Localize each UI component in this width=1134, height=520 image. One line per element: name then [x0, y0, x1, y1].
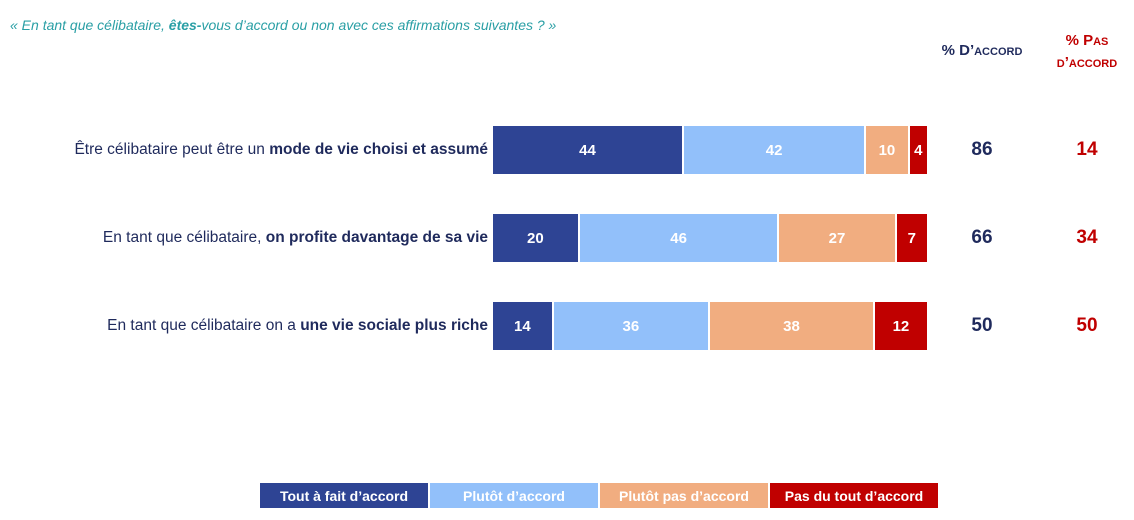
legend-item: Plutôt d’accord: [430, 483, 598, 508]
total-disagree: 50: [1076, 315, 1098, 336]
data-label: 36: [622, 317, 640, 335]
row-label-plain: En tant que célibataire on a: [107, 317, 301, 334]
data-label: 10: [878, 141, 896, 159]
legend-item: Plutôt pas d’accord: [600, 483, 768, 508]
disagree-header-line-2: d’accord: [1056, 54, 1118, 71]
row-label-plain: Être célibataire peut être un: [74, 141, 270, 158]
legend: Tout à fait d’accord Plutôt d’accord Plutô…: [260, 483, 940, 508]
data-label: 38: [783, 317, 800, 335]
bar-segment: 10: [866, 126, 910, 174]
question-part-2: êtes-: [168, 17, 202, 33]
total-disagree: 34: [1076, 227, 1098, 248]
bar-segment: 4: [909, 126, 927, 174]
bar-segment: 20: [493, 214, 580, 262]
data-label: 27: [828, 229, 846, 247]
legend-label: Tout à fait d’accord: [279, 487, 409, 504]
disagree-header-line-1: % Pas: [1065, 32, 1109, 49]
legend-label: Pas du tout d’accord: [784, 487, 924, 504]
data-label: 20: [527, 229, 544, 247]
stacked-bar: 44 42 10 4: [493, 126, 927, 174]
data-label: 7: [907, 229, 916, 247]
data-label: 14: [514, 317, 531, 335]
row-label-bold: mode de vie choisi et assumé: [269, 141, 488, 158]
total-agree: 66: [971, 227, 993, 248]
legend-item: Tout à fait d’accord: [260, 483, 428, 508]
row-label: En tant que célibataire, on profite dava…: [103, 214, 488, 262]
total-agree: 50: [971, 315, 993, 336]
bar-segment: 36: [553, 302, 710, 350]
stacked-bar: 20 46 27 7: [493, 214, 927, 262]
question-text: « En tant que célibataire, êtes-vous d’a…: [10, 17, 556, 33]
data-label: 42: [765, 141, 783, 159]
legend-label: Plutôt d’accord: [463, 487, 565, 504]
total-agree: 86: [971, 139, 993, 160]
stacked-bar: 14 36 38 12: [493, 302, 927, 350]
bar-segment: 46: [579, 214, 780, 262]
question-part-1: « En tant que célibataire,: [10, 17, 169, 33]
row-label-bold: on profite davantage de sa vie: [265, 229, 488, 246]
bar-segment: 44: [493, 126, 684, 174]
row-label: Être célibataire peut être un mode de vi…: [74, 126, 488, 174]
total-disagree: 14: [1076, 139, 1098, 160]
data-label: 44: [579, 141, 596, 159]
row-label-plain: En tant que célibataire,: [102, 229, 266, 246]
bar-segment: 12: [874, 302, 927, 350]
row-label-bold: une vie sociale plus riche: [300, 317, 488, 334]
bar-segment: 38: [710, 302, 875, 350]
row-label: En tant que célibataire on a une vie soc…: [107, 302, 488, 350]
data-label: 4: [914, 141, 923, 159]
disagree-column-header: % Pas d’accord: [1035, 30, 1134, 74]
legend-item: Pas du tout d’accord: [770, 483, 938, 508]
data-label: 12: [892, 317, 910, 335]
bar-segment: 7: [896, 214, 927, 262]
bar-segment: 42: [683, 126, 867, 174]
bar-segment: 27: [779, 214, 897, 262]
agree-column-header: % D’accord: [941, 42, 1023, 59]
bar-segment: 14: [493, 302, 554, 350]
data-label: 46: [670, 229, 687, 247]
legend-label: Plutôt pas d’accord: [619, 487, 749, 504]
question-part-3: vous d’accord ou non avec ces affirmatio…: [201, 17, 557, 33]
